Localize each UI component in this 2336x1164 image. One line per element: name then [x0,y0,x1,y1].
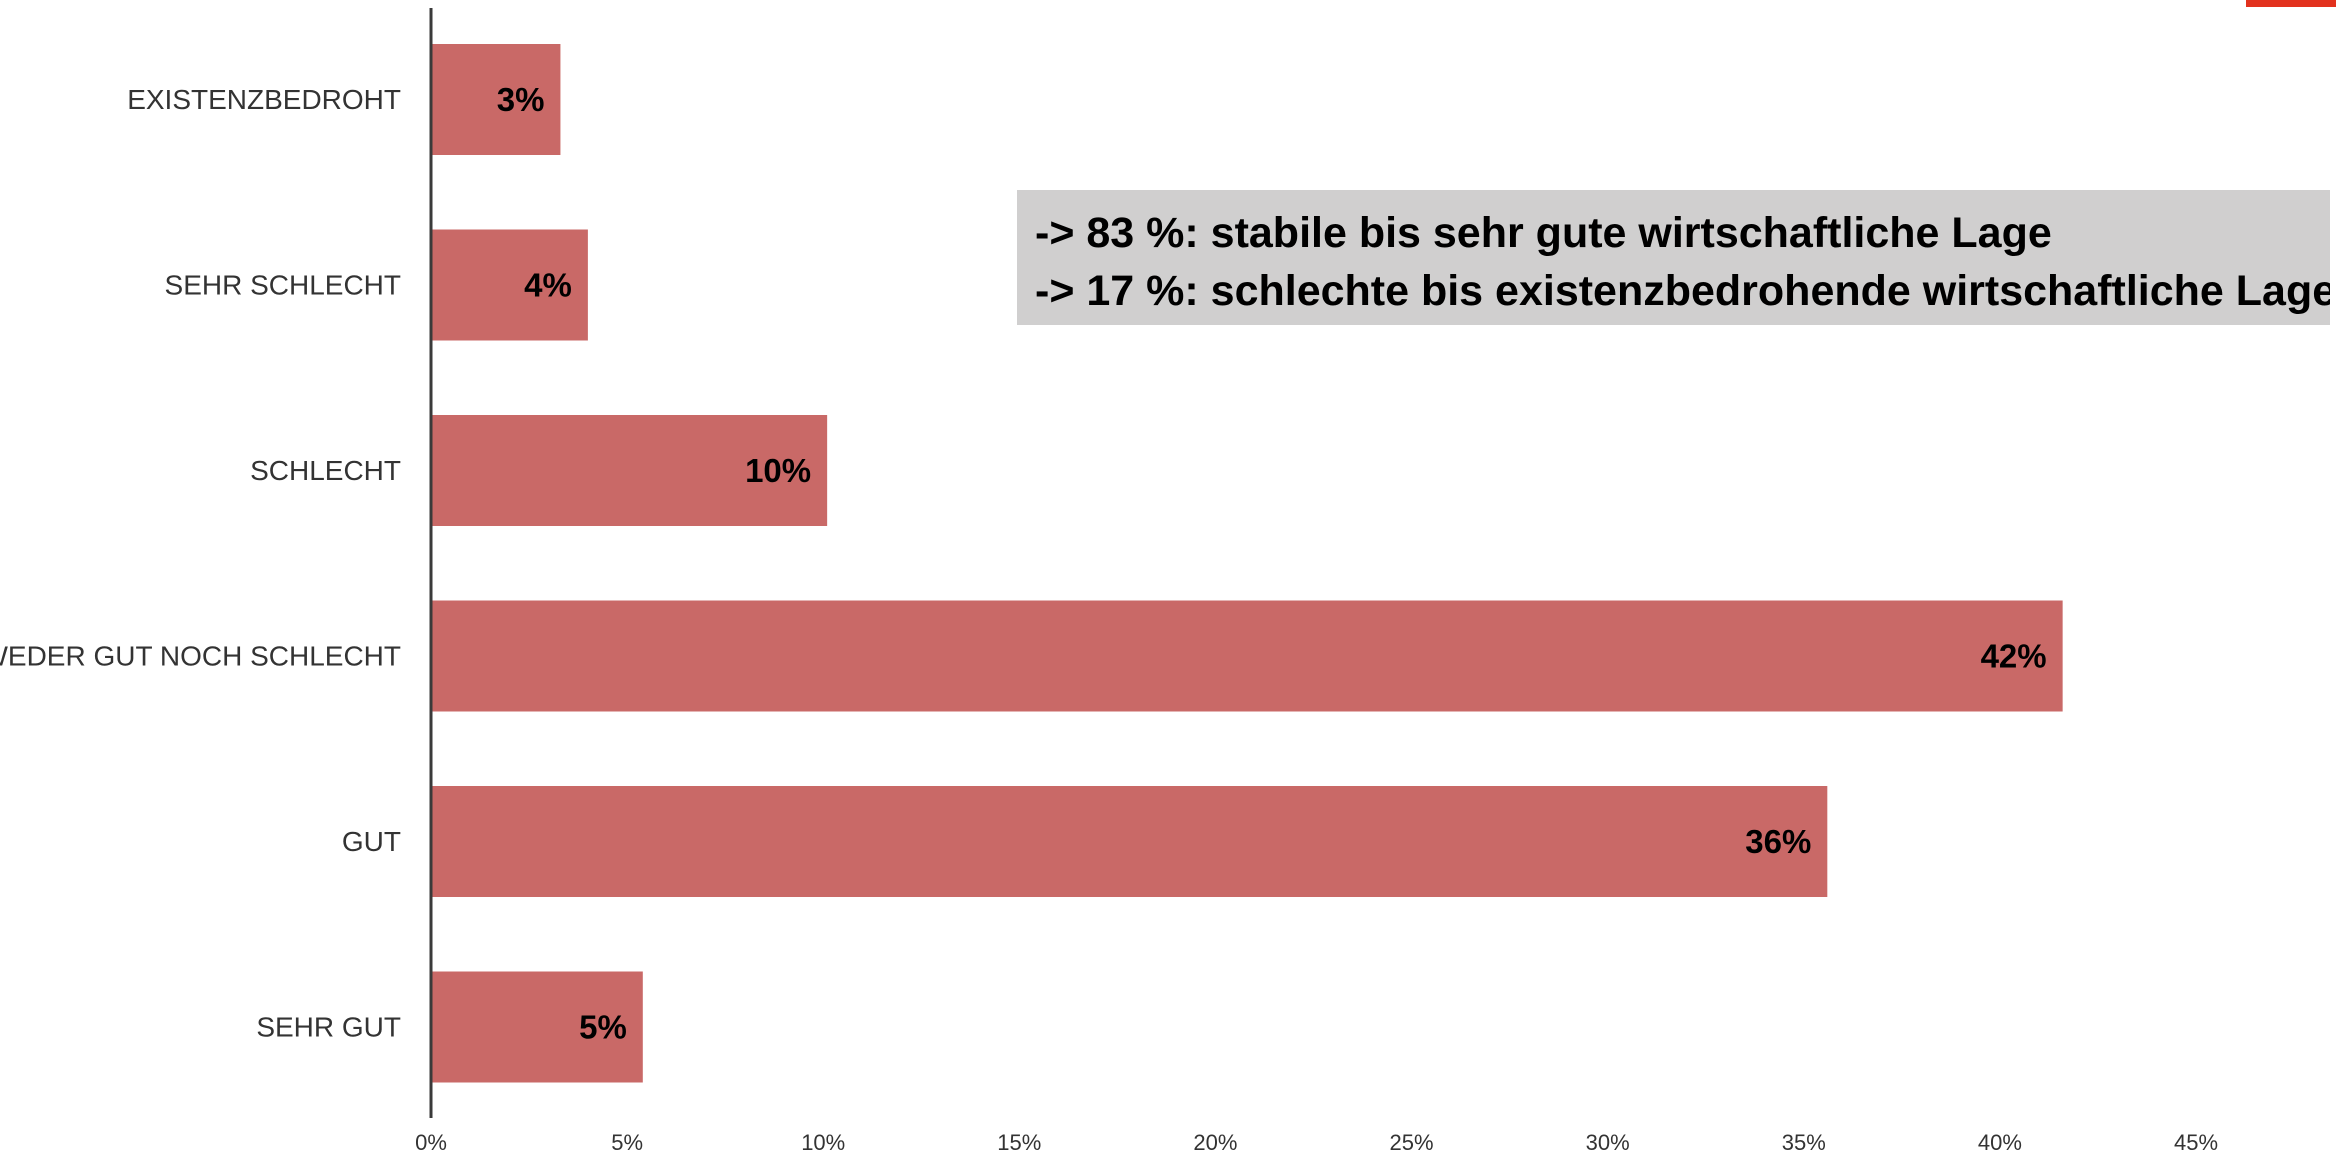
corner-accent-bar [2246,0,2336,7]
bar-5 [431,971,643,1083]
category-label-4: GUT [342,826,401,857]
bar-3 [431,600,2063,712]
x-tick-label-8: 40% [1978,1130,2022,1155]
x-tick-label-7: 35% [1782,1130,1826,1155]
category-labels: EXISTENZBEDROHT SEHR SCHLECHT SCHLECHT WEDE… [0,84,401,1043]
data-label-5: 5% [579,1009,627,1046]
x-tick-label-4: 20% [1193,1130,1237,1155]
x-axis-ticks: 0% 5% 10% 15% 20% 25% 30% 35% 40% 45% [415,1130,2218,1155]
x-tick-label-0: 0% [415,1130,447,1155]
data-label-4: 36% [1745,823,1811,860]
summary-callout: -> 83 %: stabile bis sehr gute wirtschaf… [1017,190,2330,325]
x-tick-label-6: 30% [1586,1130,1630,1155]
x-tick-label-1: 5% [611,1130,643,1155]
bar-4 [431,786,1828,897]
category-label-3: WEDER GUT NOCH SCHLECHT [0,641,401,672]
x-tick-label-9: 45% [2174,1130,2218,1155]
bar-2 [431,415,828,526]
callout-line-2: -> 17 %: schlechte bis existenzbedrohend… [1035,267,2330,315]
data-label-3: 42% [1981,638,2047,675]
data-label-2: 10% [745,452,811,489]
x-tick-label-3: 15% [997,1130,1041,1155]
category-label-1: SEHR SCHLECHT [165,270,401,301]
bar-1 [431,229,588,341]
category-label-0: EXISTENZBEDROHT [127,84,401,115]
category-label-5: SEHR GUT [256,1012,401,1043]
bar-0 [431,44,561,155]
data-labels: 3% 4% 10% 42% 36% 5% [497,81,2047,1046]
x-tick-label-5: 25% [1390,1130,1434,1155]
category-label-2: SCHLECHT [250,455,401,486]
bars-group [431,44,2063,1083]
data-label-1: 4% [524,267,572,304]
callout-line-1: -> 83 %: stabile bis sehr gute wirtschaf… [1035,209,2052,257]
x-tick-label-2: 10% [801,1130,845,1155]
data-label-0: 3% [497,81,545,118]
